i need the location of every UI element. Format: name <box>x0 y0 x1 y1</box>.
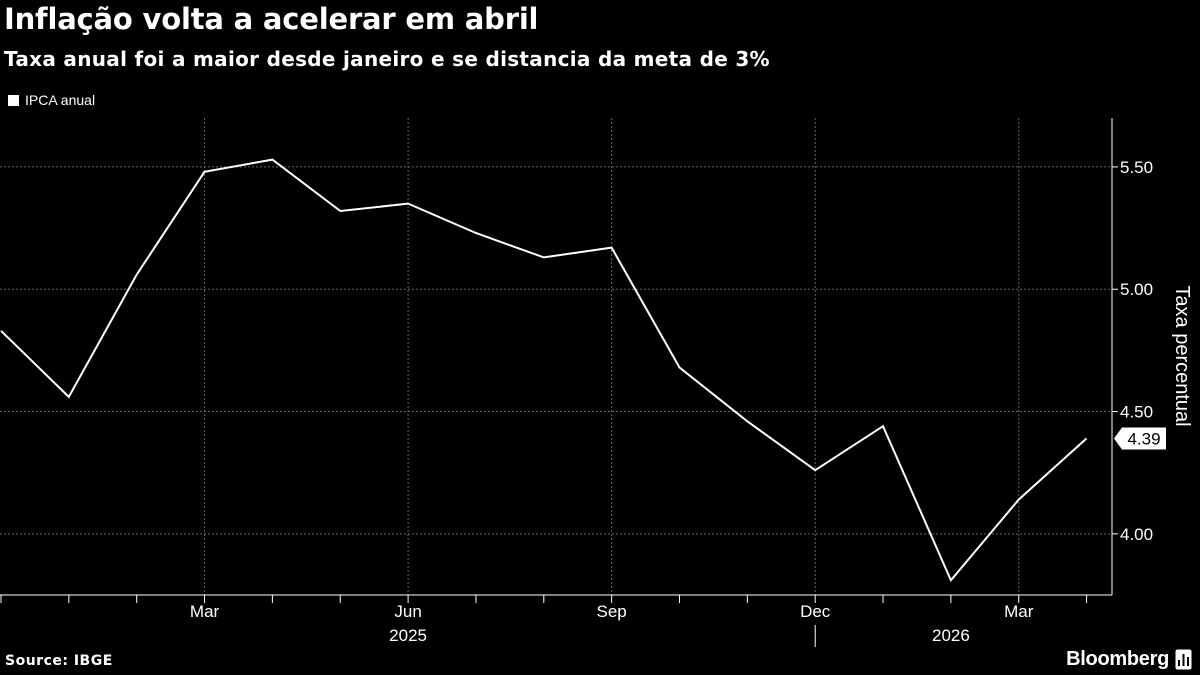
y-axis-title: Taxa percentual <box>1171 285 1193 426</box>
brand-name: Bloomberg <box>1066 648 1169 670</box>
chart-title: Inflação volta a acelerar em abril <box>4 2 539 36</box>
brand-logo: Bloomberg <box>1066 648 1192 671</box>
last-value-callout <box>1114 427 1166 450</box>
year-label: 2026 <box>932 626 970 645</box>
chart-subtitle: Taxa anual foi a maior desde janeiro e s… <box>4 47 770 71</box>
y-tick-label: 4.00 <box>1120 525 1153 544</box>
series-line-ipca-anual <box>0 158 1088 583</box>
x-tick-label: Mar <box>190 602 220 621</box>
bloomberg-terminal-icon <box>1175 649 1192 670</box>
x-tick-label: Jun <box>394 602 421 621</box>
year-label: 2025 <box>389 626 427 645</box>
x-tick-label: Sep <box>597 602 627 621</box>
legend: IPCA anual <box>8 92 95 108</box>
legend-label: IPCA anual <box>25 92 96 108</box>
source-note: Source: IBGE <box>5 653 113 669</box>
x-tick-label: Mar <box>1004 602 1034 621</box>
last-value-label: 4.39 <box>1127 429 1160 448</box>
y-tick-label: 4.50 <box>1120 403 1153 422</box>
x-tick-label: Dec <box>800 602 831 621</box>
y-tick-label: 5.00 <box>1120 280 1153 299</box>
legend-swatch <box>8 94 19 106</box>
y-tick-label: 5.50 <box>1120 158 1153 177</box>
